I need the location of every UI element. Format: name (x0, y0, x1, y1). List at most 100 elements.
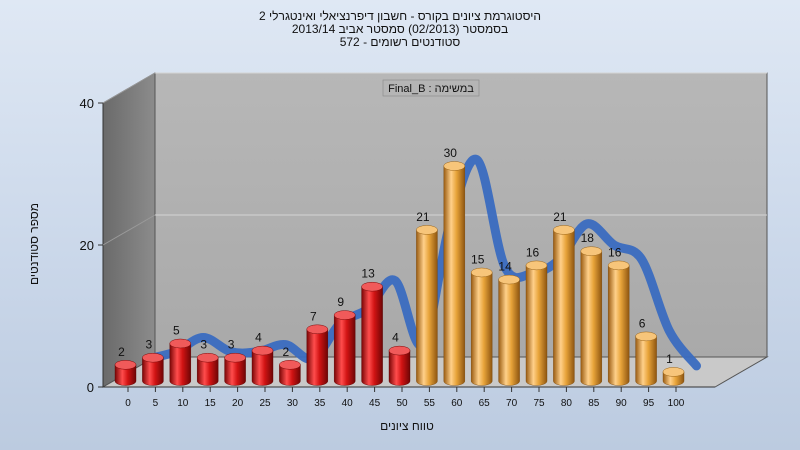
bar-value-label: 9 (337, 295, 344, 309)
bar-value-label: 21 (416, 210, 430, 224)
histogram-bar: 3 (224, 338, 246, 386)
bar-top (443, 161, 466, 171)
x-tick-label: 65 (479, 398, 491, 409)
chart-subtitle: במשימה : Final_B (388, 83, 474, 95)
bar-value-label: 4 (255, 331, 262, 345)
bar-value-label: 15 (471, 253, 485, 267)
bar-value-label: 4 (392, 331, 399, 345)
bar-top (607, 260, 630, 271)
x-tick-label: 5 (153, 398, 159, 409)
x-tick-label: 80 (561, 398, 573, 409)
histogram-bar: 4 (251, 331, 274, 386)
bar-top (224, 352, 246, 363)
histogram-bar: 21 (553, 210, 575, 386)
x-tick-label: 40 (342, 398, 354, 409)
bar-body (471, 272, 493, 386)
x-tick-label: 50 (396, 398, 408, 409)
histogram-bar: 7 (306, 309, 329, 386)
histogram-bar: 30 (443, 146, 466, 386)
bar-top (169, 338, 192, 349)
gridline-side (102, 214, 156, 246)
chart-title-line-3: סטודנטים רשומים - 572 (339, 35, 461, 49)
bar-top (333, 310, 356, 320)
bar-value-label: 6 (639, 316, 646, 330)
bar-value-label: 3 (200, 338, 207, 352)
x-axis-label: טווח ציונים (380, 419, 434, 433)
bar-body (169, 343, 191, 386)
x-tick-label: 90 (616, 398, 628, 409)
bar-body (608, 265, 630, 386)
bar-value-label: 14 (498, 260, 512, 274)
bar-body (361, 286, 383, 386)
bar-top (498, 274, 520, 285)
gridline-side (102, 72, 156, 104)
bar-body (388, 350, 411, 386)
histogram-bar: 2 (114, 345, 137, 386)
bar-body (635, 336, 657, 386)
histogram-bar: 3 (142, 338, 164, 386)
bar-body (498, 279, 520, 386)
y-tick-label: 20 (80, 238, 94, 253)
bar-top (114, 360, 137, 370)
bar-value-label: 21 (553, 210, 567, 224)
bar-top (553, 225, 575, 235)
histogram-bar: 3 (196, 338, 219, 386)
bar-body (279, 364, 301, 386)
bar-body (224, 357, 246, 386)
x-tick-label: 10 (177, 398, 189, 409)
bar-value-label: 1 (666, 352, 673, 366)
histogram-bar: 1 (662, 352, 685, 386)
bar-value-label: 2 (283, 345, 290, 359)
bar-top (580, 246, 603, 256)
histogram-bar: 16 (525, 245, 548, 386)
bar-top (142, 352, 164, 363)
chart-title-block: היסטוגרמת ציונים בקורס - חשבון דיפרנציאל… (0, 10, 800, 49)
x-tick-label: 55 (424, 398, 436, 409)
y-axis-label: מספר סטודנטים (27, 203, 41, 285)
bar-value-label: 16 (608, 245, 622, 259)
bar-body (525, 265, 548, 386)
bar-body (114, 364, 137, 386)
x-tick-label: 85 (588, 398, 600, 409)
bar-value-label: 30 (444, 146, 458, 160)
histogram-bar: 18 (580, 231, 603, 386)
x-tick-label: 15 (205, 398, 217, 409)
bar-top (251, 345, 274, 356)
bar-top (306, 324, 329, 335)
x-tick-label: 100 (668, 398, 685, 409)
bar-top (279, 360, 301, 370)
histogram-bar: 5 (169, 324, 192, 386)
x-tick-label: 45 (369, 398, 381, 409)
bar-body (306, 329, 328, 386)
bar-body (334, 314, 356, 386)
bar-top (196, 352, 219, 363)
bar-body (443, 165, 465, 386)
chart-title-line-1: היסטוגרמת ציונים בקורס - חשבון דיפרנציאל… (259, 9, 541, 23)
bar-top (416, 225, 438, 235)
x-tick-label: 20 (232, 398, 244, 409)
bar-top (635, 331, 657, 342)
bar-body (416, 229, 438, 386)
bar-value-label: 5 (173, 324, 180, 338)
x-tick-label: 60 (451, 398, 463, 409)
subtitle-box (382, 79, 480, 97)
bar-value-label: 2 (118, 345, 125, 359)
bar-body (197, 357, 219, 386)
bar-value-label: 7 (310, 309, 317, 323)
histogram-bar: 9 (333, 295, 356, 386)
bar-top (470, 267, 493, 278)
x-tick-label: 70 (506, 398, 518, 409)
bar-top (361, 281, 383, 292)
chart-title-line-2: בסמסטר (02/2013) סמסטר אביב 2013/14 (291, 22, 509, 36)
histogram-bar: 4 (388, 331, 411, 386)
bar-value-label: 18 (581, 231, 595, 245)
x-tick-label: 75 (533, 398, 545, 409)
bar-top (662, 367, 685, 377)
histogram-bar: 14 (498, 260, 520, 386)
x-tick-label: 0 (125, 398, 131, 409)
bar-top (388, 345, 411, 356)
y-tick-label: 0 (87, 380, 94, 395)
bar-value-label: 16 (526, 245, 540, 259)
x-tick-label: 25 (259, 398, 271, 409)
